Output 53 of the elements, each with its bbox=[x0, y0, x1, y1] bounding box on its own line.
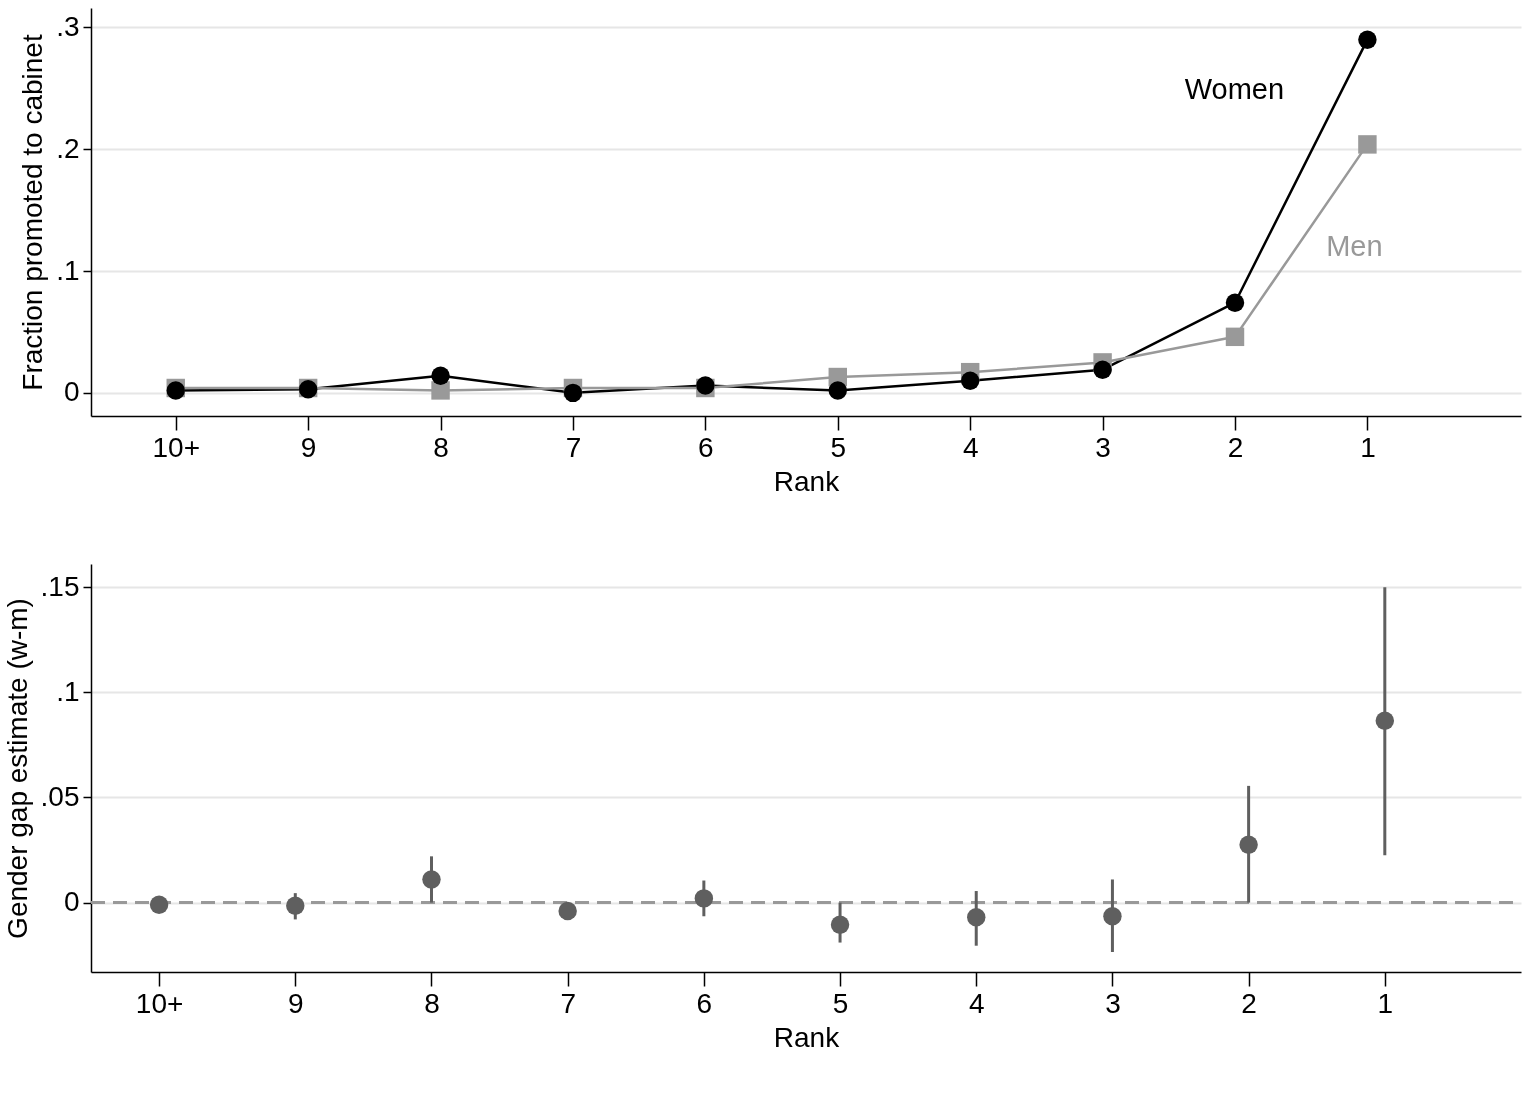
x-tick-label: 6 bbox=[696, 987, 713, 1019]
x-tick-label: 3 bbox=[1095, 431, 1111, 463]
point bbox=[286, 896, 305, 915]
point bbox=[967, 908, 986, 927]
series-label: Men bbox=[1326, 230, 1383, 263]
x-tick-label: 1 bbox=[1360, 431, 1376, 463]
x-tick-label: 10+ bbox=[152, 431, 200, 463]
x-tick-label: 7 bbox=[565, 431, 582, 463]
point bbox=[431, 366, 450, 386]
point bbox=[1375, 711, 1395, 730]
x-axis-title: Rank bbox=[773, 465, 841, 497]
x-tick-label: 6 bbox=[698, 431, 714, 463]
point bbox=[1225, 293, 1245, 312]
x-tick-label: 10+ bbox=[135, 987, 184, 1019]
point bbox=[1239, 835, 1258, 854]
x-tick-label: 3 bbox=[1105, 987, 1121, 1019]
x-tick-label: 4 bbox=[962, 431, 979, 463]
point bbox=[830, 915, 850, 934]
x-tick-label: 7 bbox=[560, 987, 576, 1019]
y-axis-title: Gender gap estimate (w-m) bbox=[1, 598, 33, 939]
point bbox=[149, 895, 169, 914]
x-tick-label: 5 bbox=[830, 431, 847, 463]
y-tick-label: 0 bbox=[63, 886, 80, 918]
x-tick-label: 8 bbox=[424, 987, 440, 1019]
x-tick-label: 9 bbox=[288, 987, 304, 1019]
x-tick-label: 9 bbox=[300, 431, 317, 463]
point bbox=[828, 381, 847, 400]
y-tick-label: .1 bbox=[56, 675, 80, 707]
y-tick-label: 0 bbox=[63, 376, 80, 408]
y-tick-label: .15 bbox=[40, 570, 80, 602]
point bbox=[1358, 135, 1377, 154]
y-tick-label: .05 bbox=[40, 780, 80, 812]
x-tick-label: 5 bbox=[832, 987, 849, 1019]
y-tick-label: .3 bbox=[56, 10, 80, 42]
point bbox=[1225, 327, 1245, 347]
x-tick-label: 4 bbox=[968, 987, 985, 1019]
x-axis-title: Rank bbox=[773, 1021, 841, 1053]
point bbox=[1093, 360, 1112, 379]
point bbox=[694, 889, 714, 908]
point bbox=[1358, 30, 1377, 49]
x-tick-label: 1 bbox=[1377, 987, 1394, 1019]
point bbox=[422, 870, 441, 889]
series-label: Women bbox=[1184, 72, 1285, 105]
point bbox=[563, 383, 583, 403]
y-tick-label: .1 bbox=[56, 254, 80, 286]
x-tick-label: 2 bbox=[1227, 431, 1244, 463]
point bbox=[1103, 907, 1122, 926]
point bbox=[558, 901, 577, 921]
x-tick-label: 8 bbox=[433, 431, 449, 463]
point bbox=[960, 371, 980, 390]
x-tick-label: 2 bbox=[1241, 987, 1257, 1019]
y-axis-title: Fraction promoted to cabinet bbox=[17, 34, 49, 391]
y-tick-label: .2 bbox=[56, 132, 80, 164]
